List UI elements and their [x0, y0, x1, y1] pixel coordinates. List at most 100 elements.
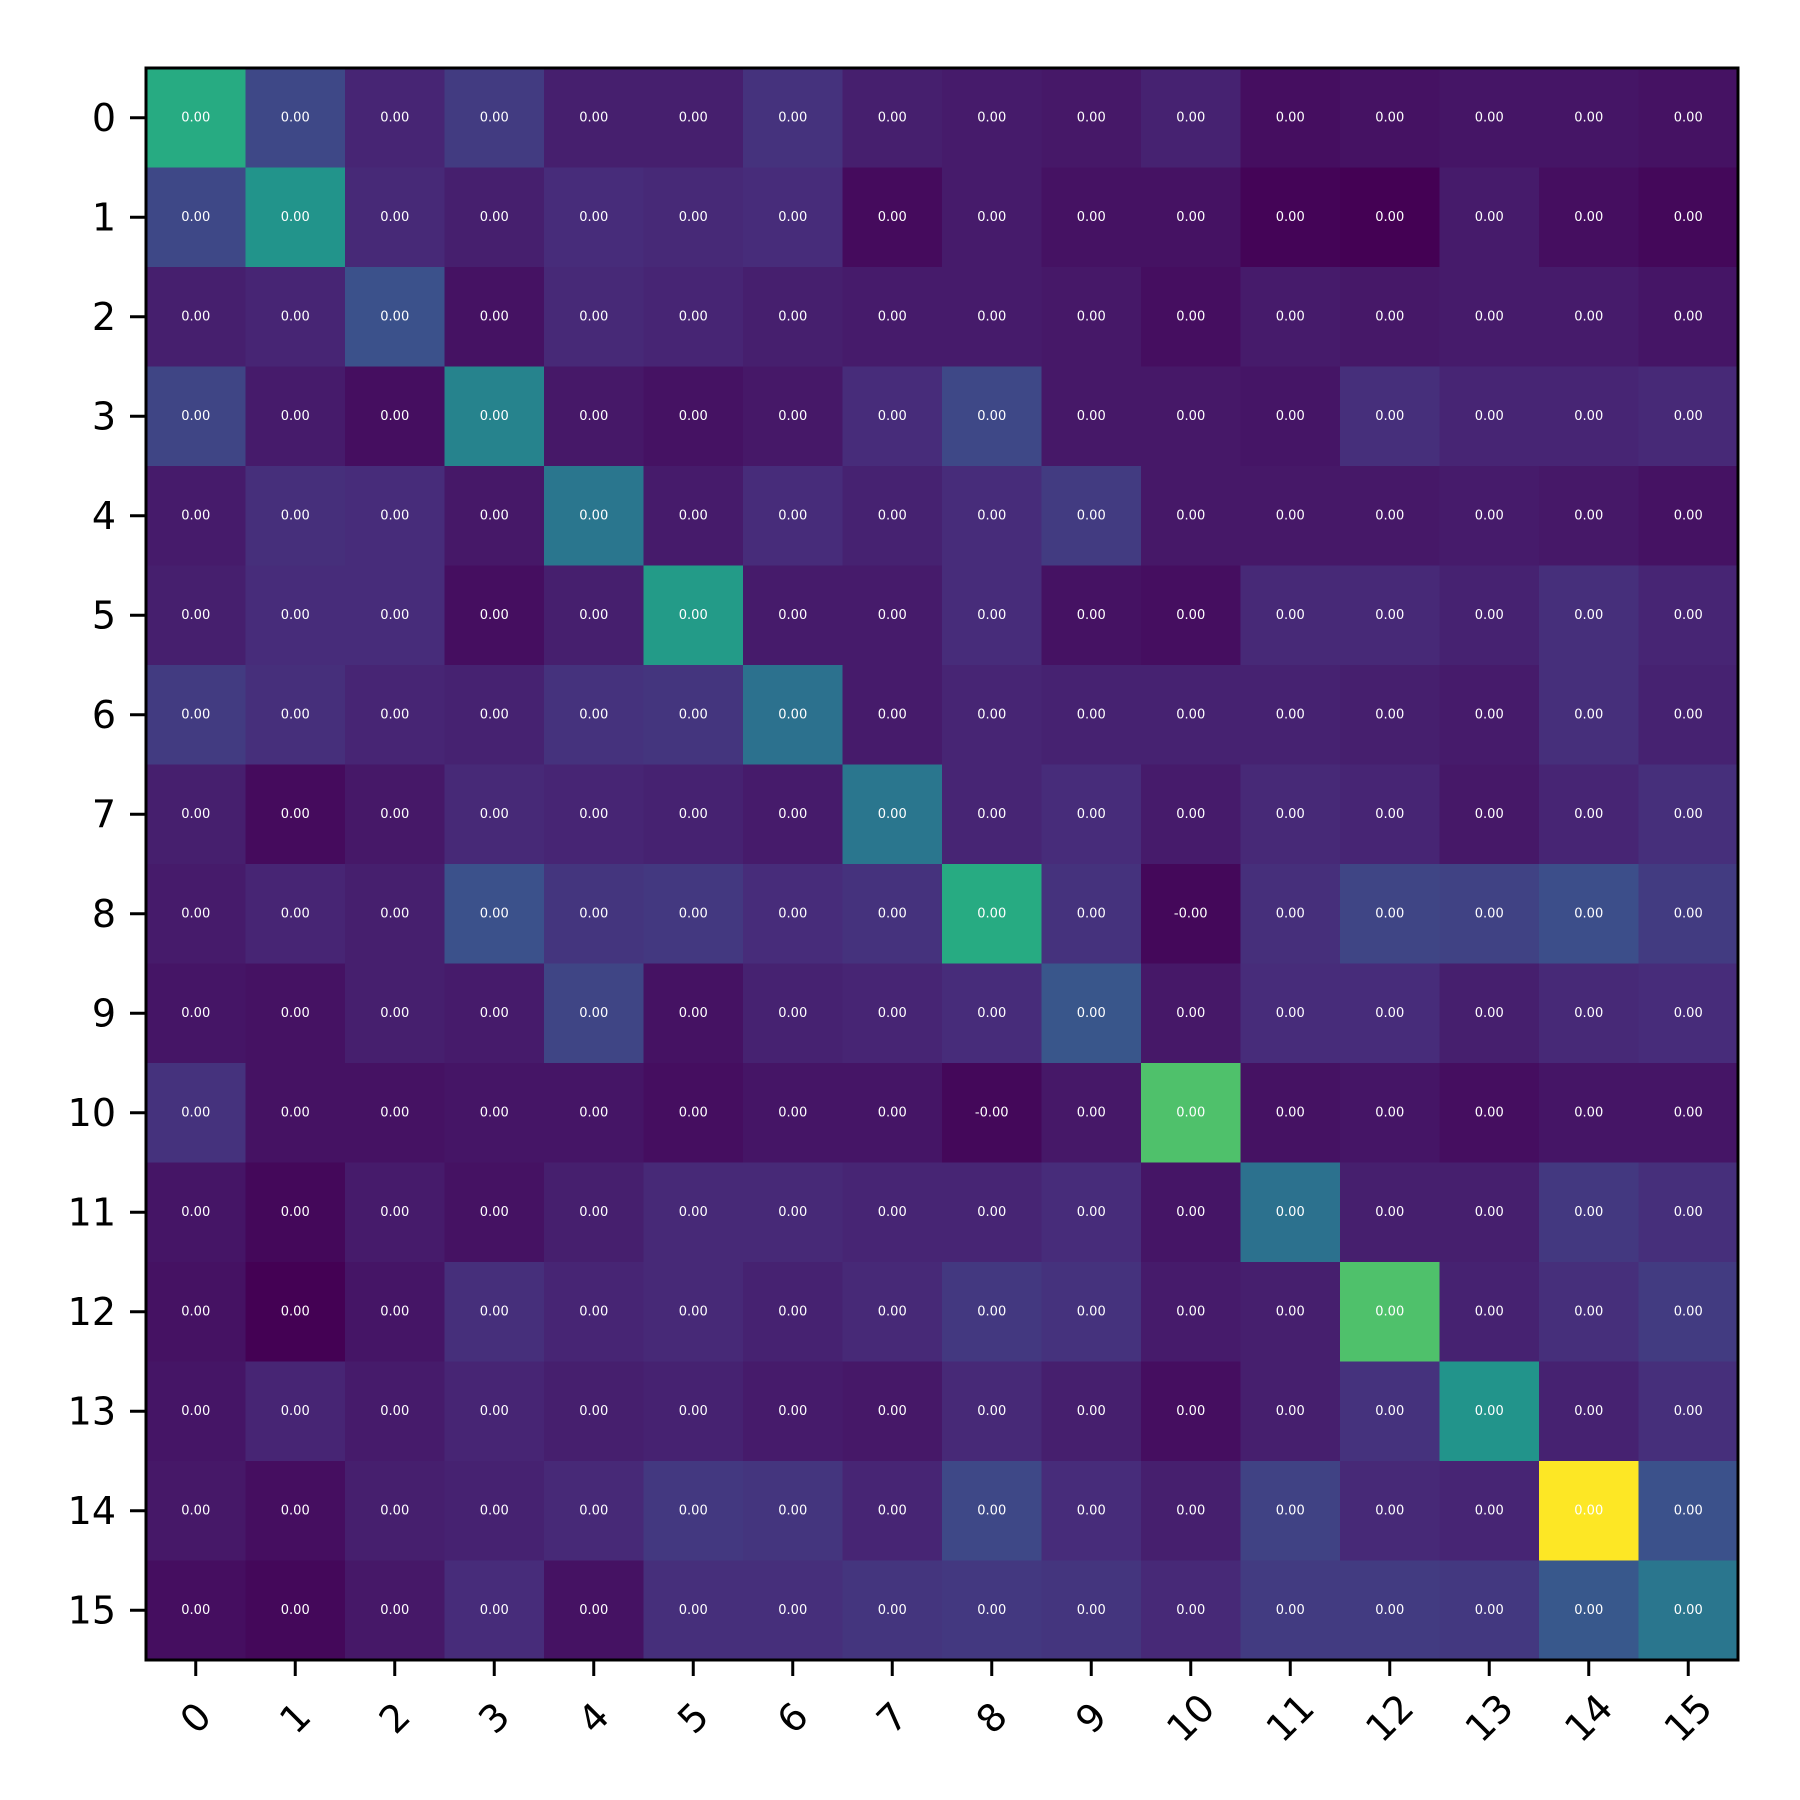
cell-value-label-8-11: 0.00 — [1276, 906, 1305, 921]
cell-value-label-1-1: 0.00 — [281, 210, 310, 225]
heatmap-cell-15-11 — [1240, 1560, 1341, 1661]
heatmap-cell-3-9 — [1041, 366, 1142, 467]
cell-value-label-3-6: 0.00 — [778, 409, 807, 424]
cell-value-label-3-3: 0.00 — [480, 409, 509, 424]
cell-value-label-15-3: 0.00 — [480, 1603, 509, 1618]
cell-value-label-8-2: 0.00 — [380, 906, 409, 921]
cell-value-label-12-5: 0.00 — [679, 1304, 708, 1319]
x-tick-label: 9 — [1067, 1694, 1115, 1742]
cell-value-label-3-14: 0.00 — [1574, 409, 1603, 424]
cell-value-label-3-7: 0.00 — [878, 409, 907, 424]
cell-value-label-8-4: 0.00 — [579, 906, 608, 921]
heatmap-cell-10-2 — [345, 1063, 445, 1163]
cell-value-label-0-6: 0.00 — [778, 110, 807, 125]
cell-value-label-13-11: 0.00 — [1276, 1404, 1305, 1419]
cell-value-label-15-0: 0.00 — [181, 1603, 210, 1618]
cell-value-label-13-8: 0.00 — [977, 1404, 1006, 1419]
cell-value-label-2-2: 0.00 — [380, 309, 409, 324]
cell-value-label-6-3: 0.00 — [480, 707, 509, 722]
heatmap-cell-12-12 — [1340, 1262, 1440, 1362]
cell-value-label-14-1: 0.00 — [281, 1503, 310, 1518]
cell-value-label-10-13: 0.00 — [1475, 1105, 1504, 1120]
x-tick-label: 11 — [1258, 1685, 1323, 1750]
cell-value-label-10-11: 0.00 — [1276, 1105, 1305, 1120]
cell-value-label-7-2: 0.00 — [380, 807, 409, 822]
cell-value-label-5-5: 0.00 — [679, 608, 708, 623]
heatmap-cell-14-0 — [146, 1461, 246, 1561]
heatmap-cell-3-15 — [1638, 366, 1739, 467]
cell-value-label-2-14: 0.00 — [1574, 309, 1603, 324]
heatmap-cell-12-14 — [1539, 1262, 1639, 1362]
cell-value-label-1-14: 0.00 — [1574, 210, 1603, 225]
heatmap-cell-12-6 — [743, 1262, 843, 1362]
heatmap-cell-8-11 — [1240, 864, 1341, 964]
cell-value-label-11-10: 0.00 — [1176, 1205, 1205, 1220]
cell-value-label-5-7: 0.00 — [878, 608, 907, 623]
heatmap-cell-1-7 — [842, 167, 943, 268]
heatmap-cell-11-9 — [1041, 1162, 1142, 1263]
heatmap-cell-15-3 — [444, 1560, 545, 1661]
heatmap-cell-13-5 — [643, 1361, 744, 1462]
heatmap-cell-9-0 — [146, 963, 246, 1064]
cell-value-label-13-1: 0.00 — [281, 1404, 310, 1419]
heatmap-cell-7-10 — [1141, 764, 1241, 865]
cell-value-label-15-2: 0.00 — [380, 1603, 409, 1618]
heatmap-cell-15-1 — [245, 1560, 346, 1661]
heatmap-cell-5-7 — [842, 565, 943, 666]
cell-value-label-8-7: 0.00 — [878, 906, 907, 921]
x-tick-label: 4 — [570, 1694, 618, 1742]
heatmap-cell-2-11 — [1240, 267, 1341, 367]
cell-value-label-0-11: 0.00 — [1276, 110, 1305, 125]
heatmap-cell-2-6 — [743, 267, 843, 367]
heatmap-cell-8-7 — [842, 864, 943, 964]
heatmap-cell-3-5 — [643, 366, 744, 467]
heatmap-cell-1-11 — [1240, 167, 1341, 268]
cell-value-label-5-1: 0.00 — [281, 608, 310, 623]
cell-value-label-2-7: 0.00 — [878, 309, 907, 324]
cell-value-label-5-4: 0.00 — [579, 608, 608, 623]
heatmap-cell-7-3 — [444, 764, 545, 865]
y-tick-label: 1 — [92, 195, 116, 239]
heatmap-cell-6-6 — [743, 665, 843, 765]
heatmap-cell-1-3 — [444, 167, 545, 268]
cell-value-label-1-10: 0.00 — [1176, 210, 1205, 225]
cell-value-label-4-8: 0.00 — [977, 508, 1006, 523]
cell-value-label-0-10: 0.00 — [1176, 110, 1205, 125]
heatmap-cell-2-10 — [1141, 267, 1241, 367]
cell-value-label-11-9: 0.00 — [1077, 1205, 1106, 1220]
heatmap-cell-9-9 — [1041, 963, 1142, 1064]
heatmap-cell-7-6 — [743, 764, 843, 865]
cell-value-label-7-8: 0.00 — [977, 807, 1006, 822]
cell-value-label-6-10: 0.00 — [1176, 707, 1205, 722]
heatmap-cell-10-4 — [544, 1063, 644, 1163]
cell-value-label-15-9: 0.00 — [1077, 1603, 1106, 1618]
cell-value-label-3-4: 0.00 — [579, 409, 608, 424]
cell-value-label-5-10: 0.00 — [1176, 608, 1205, 623]
heatmap-cell-11-0 — [146, 1162, 246, 1263]
heatmap-cell-11-10 — [1141, 1162, 1241, 1263]
heatmap-cell-13-11 — [1240, 1361, 1341, 1462]
heatmap-cell-11-6 — [743, 1162, 843, 1263]
heatmap-cell-5-14 — [1539, 565, 1639, 666]
heatmap-cell-13-0 — [146, 1361, 246, 1462]
heatmap-cell-2-3 — [444, 267, 545, 367]
cell-value-label-6-2: 0.00 — [380, 707, 409, 722]
cell-value-label-9-14: 0.00 — [1574, 1006, 1603, 1021]
cell-value-label-7-0: 0.00 — [181, 807, 210, 822]
heatmap-cell-10-3 — [444, 1063, 545, 1163]
cell-value-label-1-7: 0.00 — [878, 210, 907, 225]
cell-value-label-10-4: 0.00 — [579, 1105, 608, 1120]
heatmap-cell-4-11 — [1240, 466, 1341, 566]
heatmap-cell-15-6 — [743, 1560, 843, 1661]
heatmap-cell-13-1 — [245, 1361, 346, 1462]
cell-value-label-13-10: 0.00 — [1176, 1404, 1205, 1419]
heatmap-cell-13-4 — [544, 1361, 644, 1462]
cell-value-label-0-8: 0.00 — [977, 110, 1006, 125]
cell-value-label-6-11: 0.00 — [1276, 707, 1305, 722]
heatmap-cell-15-7 — [842, 1560, 943, 1661]
cell-value-label-10-3: 0.00 — [480, 1105, 509, 1120]
heatmap-cell-0-12 — [1340, 68, 1440, 168]
heatmap-cell-1-1 — [245, 167, 346, 268]
cell-value-label-4-4: 0.00 — [579, 508, 608, 523]
cell-value-label-8-12: 0.00 — [1375, 906, 1404, 921]
